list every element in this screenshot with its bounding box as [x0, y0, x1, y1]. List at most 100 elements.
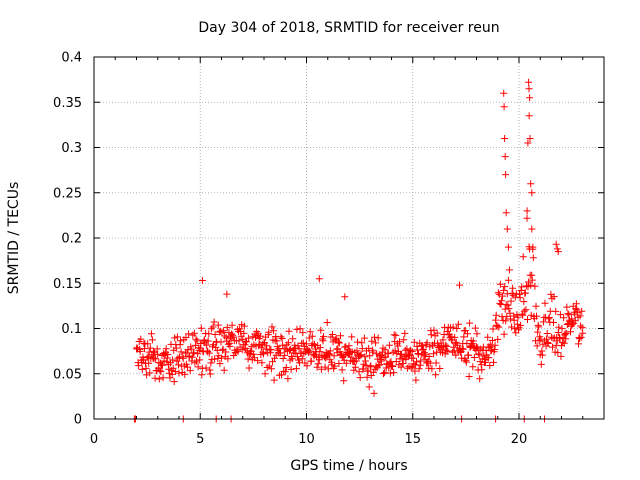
data-point: [519, 311, 527, 319]
data-point: [550, 293, 558, 301]
data-point: [423, 339, 431, 347]
data-point: [489, 325, 497, 333]
data-point: [500, 286, 508, 294]
data-point: [486, 362, 494, 369]
data-point: [436, 365, 444, 372]
data-point: [531, 282, 539, 290]
x-axis-label: GPS time / hours: [290, 458, 407, 474]
data-point: [523, 214, 531, 222]
data-point: [345, 342, 353, 350]
data-point: [465, 373, 473, 380]
y-tick-label: 0.4: [61, 51, 82, 66]
data-point: [198, 277, 206, 284]
data-point: [496, 280, 504, 288]
data-point: [564, 310, 572, 318]
data-point: [191, 359, 199, 367]
data-point: [256, 332, 264, 340]
data-point: [271, 354, 279, 362]
data-point: [560, 339, 568, 347]
data-point: [223, 323, 231, 331]
data-point: [296, 325, 304, 333]
data-point: [396, 338, 403, 346]
data-point: [509, 284, 517, 292]
data-point: [410, 338, 418, 346]
data-point: [282, 364, 290, 371]
data-point: [331, 362, 339, 370]
data-point: [186, 367, 194, 375]
data-point: [244, 355, 252, 363]
data-point: [499, 292, 506, 300]
data-point: [577, 322, 585, 330]
data-point: [456, 281, 463, 289]
data-point: [299, 339, 307, 347]
data-point: [330, 352, 338, 360]
data-point: [211, 331, 219, 338]
data-point: [298, 355, 306, 363]
data-point: [529, 254, 537, 262]
data-point: [358, 345, 366, 353]
data-point: [522, 282, 530, 290]
data-point: [469, 363, 477, 371]
data-points: [130, 78, 587, 423]
data-point: [449, 348, 457, 356]
data-point: [439, 336, 447, 344]
data-point: [228, 330, 236, 338]
data-point: [210, 318, 218, 326]
data-point: [364, 367, 372, 375]
data-point: [226, 342, 234, 350]
data-point: [390, 369, 398, 377]
data-point: [204, 348, 212, 356]
data-point: [369, 368, 377, 376]
data-point: [430, 350, 437, 358]
data-point: [340, 377, 348, 385]
data-point: [502, 317, 510, 325]
data-point: [217, 338, 225, 346]
data-point: [235, 337, 243, 345]
data-point: [405, 350, 412, 358]
data-point: [267, 346, 275, 353]
data-point: [507, 297, 515, 305]
data-point: [572, 300, 580, 308]
data-point: [144, 340, 152, 348]
data-point: [388, 362, 396, 370]
grid: [94, 57, 604, 419]
data-point: [306, 328, 314, 336]
data-point: [150, 347, 157, 355]
data-point: [537, 360, 545, 368]
data-point: [335, 360, 343, 367]
data-point: [168, 370, 176, 378]
data-point: [534, 328, 542, 336]
data-point: [265, 328, 273, 336]
data-point: [502, 171, 510, 179]
data-point: [563, 303, 571, 311]
data-point: [229, 333, 237, 341]
x-tick-label: 10: [298, 432, 315, 447]
data-point: [335, 339, 343, 347]
data-point: [491, 341, 499, 349]
data-point: [139, 356, 147, 364]
data-point: [501, 135, 509, 142]
data-point: [320, 333, 327, 341]
data-point: [205, 349, 213, 357]
data-point: [146, 344, 154, 352]
data-point: [270, 376, 278, 384]
data-point: [216, 360, 224, 368]
data-point: [534, 321, 542, 329]
data-point: [498, 297, 505, 305]
data-point: [348, 333, 356, 341]
data-point: [492, 311, 500, 319]
data-point: [206, 370, 214, 378]
data-point: [156, 366, 164, 374]
data-point: [164, 351, 172, 358]
data-point: [493, 322, 501, 330]
x-tick-label: 15: [404, 432, 421, 447]
data-point: [147, 330, 155, 338]
data-point: [442, 346, 450, 354]
data-point: [220, 327, 228, 335]
data-point: [412, 376, 420, 384]
data-point: [514, 313, 522, 321]
y-tick-label: 0.2: [61, 232, 82, 247]
data-point: [507, 315, 514, 323]
data-point: [299, 329, 307, 337]
data-point: [533, 312, 540, 320]
